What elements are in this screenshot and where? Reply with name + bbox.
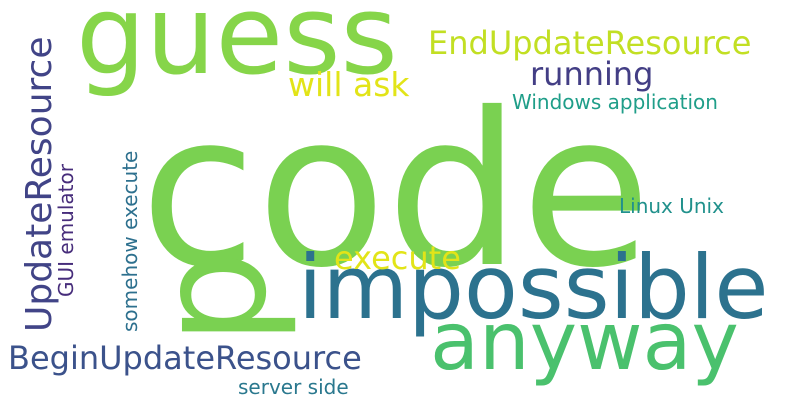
word-p: p xyxy=(126,249,300,345)
word-gui-emulator: GUI emulator xyxy=(54,164,78,297)
word-windows-application: Windows application xyxy=(512,90,718,114)
word-updateresource: UpdateResource xyxy=(19,36,60,332)
word-will-ask: will ask xyxy=(288,65,410,104)
word-endupdateresource: EndUpdateResource xyxy=(428,24,752,62)
word-server-side: server side xyxy=(238,375,349,399)
word-impossible: impossible xyxy=(298,236,769,339)
word-code: code xyxy=(140,67,652,314)
word-beginupdateresource: BeginUpdateResource xyxy=(8,339,362,377)
word-anyway: anyway xyxy=(430,295,739,388)
word-execute: execute xyxy=(334,239,461,277)
word-linux-unix: Linux Unix xyxy=(619,194,724,218)
word-guess: guess xyxy=(76,0,398,99)
word-somehow-execute: somehow execute xyxy=(118,150,142,332)
word-running: running xyxy=(530,55,654,93)
